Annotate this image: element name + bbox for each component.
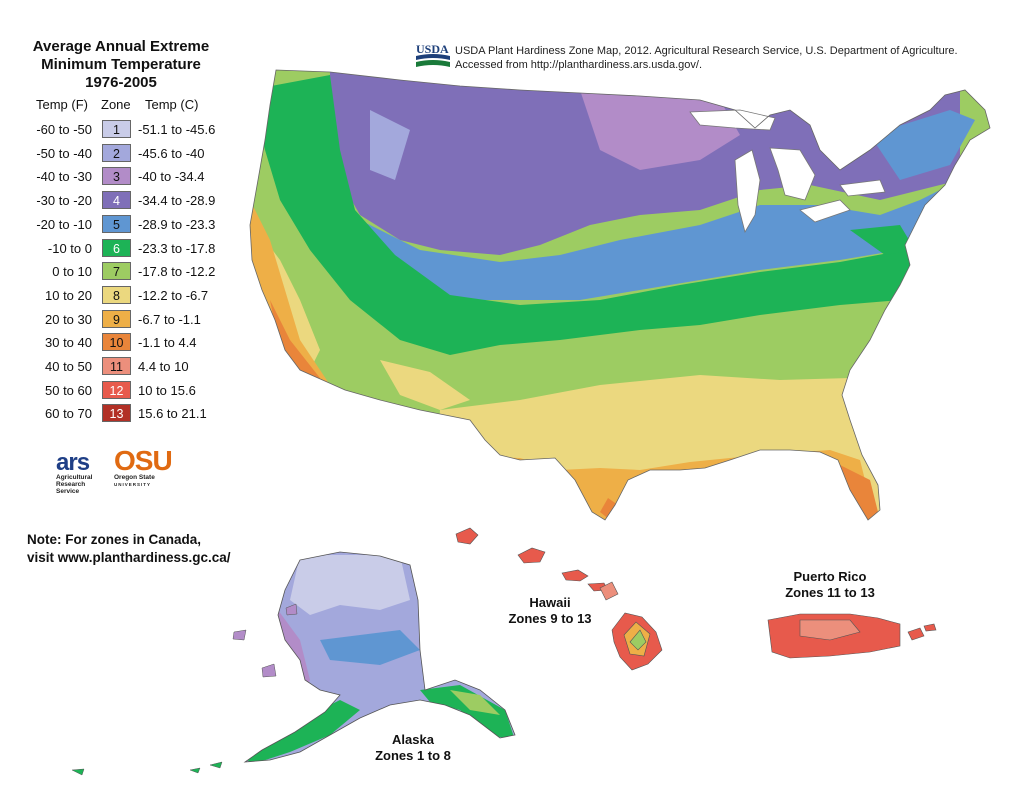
- legend-temp-f: -60 to -50: [36, 122, 92, 137]
- legend-zone-swatch: 11: [102, 357, 131, 375]
- legend-zone-swatch: 3: [102, 167, 131, 186]
- legend-zone-swatch: 12: [102, 380, 131, 399]
- legend-row: 0 to 10 7 -17.8 to -12.2: [0, 261, 240, 283]
- legend-temp-c: -34.4 to -28.9: [138, 193, 216, 209]
- legend-zone-swatch: 2: [102, 143, 131, 162]
- legend-zone-swatch: 8: [102, 285, 131, 304]
- ars-text: Agricultural Research Service: [56, 474, 93, 495]
- note-line: Note: For zones in Canada,: [27, 532, 202, 547]
- puerto-rico-label: Puerto Rico Zones 11 to 13: [775, 569, 885, 601]
- legend-zone-swatch: 10: [102, 333, 131, 352]
- alaska-islands: [71, 603, 298, 776]
- puerto-rico-name: Puerto Rico: [793, 569, 867, 584]
- canada-note: Note: For zones in Canada, visit www.pla…: [27, 531, 231, 567]
- legend-row: 50 to 60 12 10 to 15.6: [0, 380, 240, 402]
- great-lakes: [689, 109, 886, 234]
- legend-row: -20 to -10 5 -28.9 to -23.3: [0, 214, 240, 236]
- legend-title-line: Average Annual Extreme: [32, 38, 210, 55]
- usda-logo-text: USDA: [416, 42, 449, 56]
- legend-zone-swatch: 6: [102, 238, 131, 257]
- legend-zone-swatch: 1: [102, 120, 131, 138]
- legend-temp-c: -28.9 to -23.3: [138, 216, 216, 232]
- legend-temp-f: -40 to -30: [36, 169, 92, 185]
- note-link: visit www.planthardiness.gc.ca/: [27, 550, 231, 565]
- source-url: Accessed from http://planthardiness.ars.…: [455, 59, 703, 71]
- puerto-rico-islands: [767, 613, 937, 659]
- legend-temp-f: -50 to -40: [36, 145, 92, 161]
- legend-zone-swatch: 9: [102, 309, 131, 328]
- legend-row: -50 to -40 2 -45.6 to -40: [0, 143, 240, 165]
- legend-temp-f: 40 to 50: [45, 359, 92, 374]
- legend-row: -40 to -30 3 -40 to -34.4: [0, 166, 240, 188]
- legend-row: 20 to 30 9 -6.7 to -1.1: [0, 309, 240, 331]
- legend-temp-c: 4.4 to 10: [138, 359, 189, 374]
- legend-row: 10 to 20 8 -12.2 to -6.7: [0, 285, 240, 307]
- legend-title-line: Minimum Temperature: [41, 56, 201, 73]
- legend-row: -10 to 0 6 -23.3 to -17.8: [0, 238, 240, 260]
- legend-col-zone: Zone: [101, 97, 131, 112]
- legend-temp-c: -40 to -34.4: [138, 169, 205, 185]
- usda-logo: USDA: [416, 42, 450, 67]
- legend-row: -60 to -50 1 -51.1 to -45.6: [0, 119, 240, 141]
- legend-temp-c: -23.3 to -17.8: [138, 240, 216, 256]
- legend-temp-c: -12.2 to -6.7: [138, 287, 209, 303]
- legend-temp-f: 50 to 60: [45, 382, 92, 398]
- legend-zone-swatch: 13: [102, 404, 131, 423]
- legend-title-line: 1976-2005: [85, 74, 157, 91]
- alaska-label: Alaska Zones 1 to 8: [368, 732, 458, 764]
- legend-row: 30 to 40 10 -1.1 to 4.4: [0, 332, 240, 354]
- osu-logo: OSU Oregon State UNIVERSITY: [114, 445, 173, 488]
- legend-temp-c: -45.6 to -40: [138, 145, 205, 161]
- hawaii-islands: [455, 527, 663, 671]
- legend-temp-c: -17.8 to -12.2: [138, 264, 216, 280]
- legend-temp-c: 10 to 15.6: [138, 382, 196, 398]
- legend-temp-f: -10 to 0: [47, 240, 92, 256]
- source-attribution: USDA Plant Hardiness Zone Map, 2012. Agr…: [455, 44, 958, 72]
- legend-row: -30 to -20 4 -34.4 to -28.9: [0, 190, 240, 212]
- legend-col-f: Temp (F): [36, 97, 88, 112]
- alaska-name: Alaska: [392, 732, 434, 747]
- alaska-zones: Zones 1 to 8: [375, 748, 451, 763]
- legend-temp-f: -20 to -10: [36, 216, 92, 232]
- us-outline: [249, 69, 991, 521]
- hawaii-label: Hawaii Zones 9 to 13: [500, 595, 600, 627]
- hawaii-name: Hawaii: [529, 595, 571, 610]
- hawaii-zones: Zones 9 to 13: [508, 611, 592, 626]
- osu-text: Oregon State UNIVERSITY: [114, 474, 155, 487]
- legend-temp-f: 10 to 20: [45, 287, 92, 303]
- legend-title: Average Annual Extreme Minimum Temperatu…: [14, 38, 228, 92]
- ars-mark: ars: [56, 449, 90, 476]
- ars-logo: ars Agricultural Research Service: [56, 449, 100, 496]
- legend-temp-c: 15.6 to 21.1: [138, 406, 207, 422]
- legend-zone-swatch: 7: [102, 262, 131, 281]
- legend-temp-f: -30 to -20: [36, 193, 92, 209]
- legend-row: 60 to 70 13 15.6 to 21.1: [0, 403, 240, 425]
- legend-temp-c: -1.1 to 4.4: [138, 335, 197, 351]
- legend-zone-swatch: 5: [102, 214, 131, 233]
- legend-temp-c: -51.1 to -45.6: [138, 122, 216, 137]
- legend-zone-swatch: 4: [102, 191, 131, 210]
- legend-temp-f: 20 to 30: [45, 311, 92, 327]
- legend-col-c: Temp (C): [145, 97, 199, 112]
- source-line: USDA Plant Hardiness Zone Map, 2012. Agr…: [455, 45, 958, 57]
- legend-temp-c: -6.7 to -1.1: [138, 311, 201, 327]
- contiguous-us: [250, 70, 990, 520]
- legend-temp-f: 30 to 40: [45, 335, 92, 351]
- puerto-rico-zones: Zones 11 to 13: [785, 585, 875, 600]
- legend-row: 40 to 50 11 4.4 to 10: [0, 356, 240, 378]
- osu-mark: OSU: [114, 445, 173, 476]
- legend-temp-f: 60 to 70: [45, 406, 92, 422]
- legend-temp-f: 0 to 10: [52, 264, 92, 280]
